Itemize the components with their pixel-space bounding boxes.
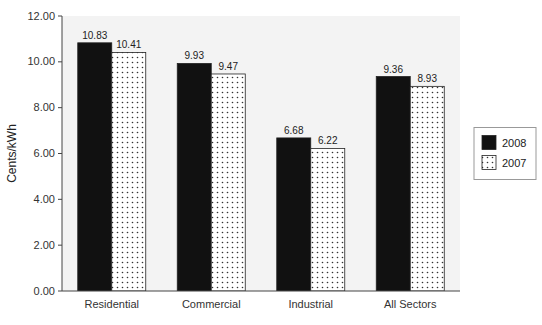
y-tick: [58, 291, 62, 292]
y-tick-label: 8.00: [34, 101, 55, 113]
bar: [277, 138, 311, 291]
y-tick-label: 2.00: [34, 239, 55, 251]
legend-swatch: [482, 136, 496, 150]
y-tick: [58, 107, 62, 108]
legend-label: 2008: [502, 137, 526, 149]
data-label: 10.41: [116, 39, 141, 50]
data-label: 9.93: [185, 50, 205, 61]
y-tick-label: 6.00: [34, 147, 55, 159]
y-tick: [58, 199, 62, 200]
data-label: 9.36: [384, 64, 404, 75]
chart-container: 10.83 9.93 6.68 9.36 10.41 9.47 6.22 8.93 0.00 2.…: [0, 0, 542, 325]
y-axis-label: Cents/kWh: [5, 124, 19, 183]
y-tick: [58, 16, 62, 17]
x-tick-label: Industrial: [288, 298, 333, 310]
y-tick: [58, 61, 62, 62]
bars: [78, 43, 445, 291]
legend-label: 2007: [502, 157, 526, 169]
legend-swatch: [482, 156, 496, 170]
bar: [311, 148, 345, 291]
bar: [78, 43, 112, 291]
y-tick-label: 0.00: [34, 285, 55, 297]
data-label: 9.47: [219, 61, 239, 72]
x-axis-line: [62, 291, 460, 292]
y-tick-label: 10.00: [27, 55, 55, 67]
x-tick-label: All Sectors: [384, 298, 437, 310]
y-tick-label: 4.00: [34, 193, 55, 205]
plot-area: [62, 16, 460, 291]
data-label: 8.93: [418, 73, 438, 84]
bar: [211, 74, 245, 291]
y-tick-label: 12.00: [27, 10, 55, 22]
data-label: 6.22: [318, 135, 338, 146]
bar: [410, 86, 444, 291]
legend-box: [474, 128, 536, 180]
data-label: 6.68: [284, 125, 304, 136]
bar: [112, 52, 146, 291]
chart: 10.83 9.93 6.68 9.36 10.41 9.47 6.22 8.93 0.00 2.…: [0, 0, 542, 325]
x-tick-label: Commercial: [182, 298, 241, 310]
data-labels: 10.83 9.93 6.68 9.36 10.41 9.47 6.22 8.93: [82, 30, 437, 147]
legend: 2008 2007: [474, 128, 536, 180]
y-tick: [58, 245, 62, 246]
bar: [177, 63, 211, 291]
bar: [376, 77, 410, 292]
y-tick: [58, 153, 62, 154]
x-tick-label: Residential: [85, 298, 139, 310]
data-label: 10.83: [82, 30, 107, 41]
